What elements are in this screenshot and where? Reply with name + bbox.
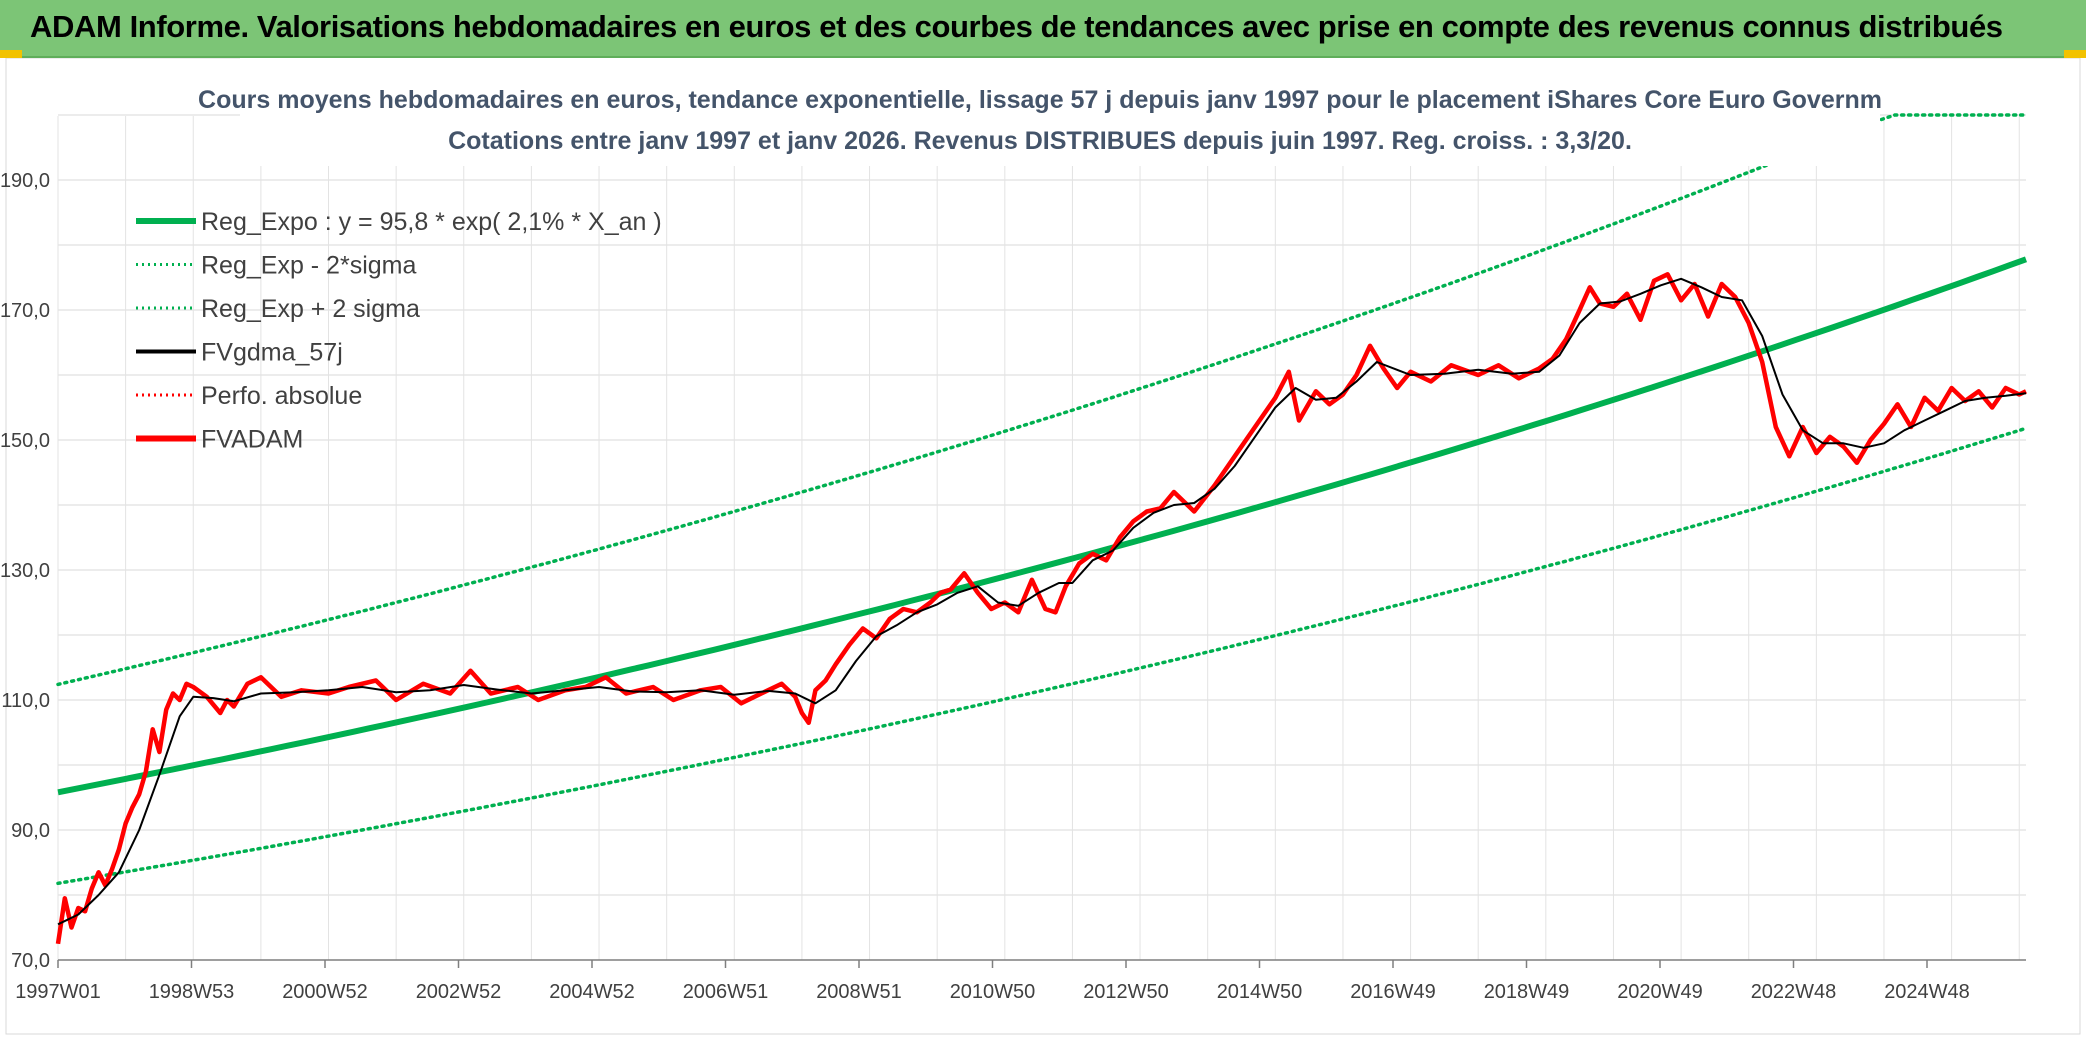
line-chart: 70,0 90,0 110,0 130,0 150,0 170,0 190,0 1997W01… bbox=[0, 58, 2081, 1035]
x-tick-label: 2002W52 bbox=[416, 981, 502, 1003]
legend-label: Reg_Exp + 2 sigma bbox=[201, 295, 420, 323]
title-banner: ADAM Informe. Valorisations hebdomadaire… bbox=[0, 0, 2086, 58]
chart-subtitle: Cotations entre janv 1997 et janv 2026. … bbox=[448, 127, 1632, 155]
legend-label: Perfo. absolue bbox=[201, 382, 362, 410]
series-layer bbox=[55, 113, 2028, 945]
series-regression bbox=[57, 256, 2028, 796]
x-tick-label: 2014W50 bbox=[1217, 981, 1303, 1003]
banner-accent-left bbox=[0, 50, 22, 58]
title-backdrop bbox=[240, 58, 1880, 166]
x-tick-label: 2024W48 bbox=[1884, 981, 1970, 1003]
x-tick-label: 2012W50 bbox=[1083, 981, 1169, 1003]
banner-title: ADAM Informe. Valorisations hebdomadaire… bbox=[30, 9, 2003, 44]
y-tick-label: 170,0 bbox=[0, 300, 50, 322]
x-tick-label: 2016W49 bbox=[1350, 981, 1436, 1003]
x-tick-label: 1997W01 bbox=[15, 981, 101, 1003]
x-tick-label: 2008W51 bbox=[816, 981, 902, 1003]
x-tick-label: 2018W49 bbox=[1484, 981, 1570, 1003]
y-tick-label: 130,0 bbox=[0, 560, 50, 582]
legend-label: FVgdma_57j bbox=[201, 339, 343, 367]
chart-title: Cours moyens hebdomadaires en euros, ten… bbox=[198, 86, 1882, 114]
x-tick-label: 2000W52 bbox=[282, 981, 368, 1003]
legend-label: Reg_Exp - 2*sigma bbox=[201, 252, 416, 280]
y-tick-label: 70,0 bbox=[11, 950, 50, 972]
legend: Reg_Expo : y = 95,8 * exp( 2,1% * X_an )… bbox=[136, 208, 662, 454]
axes: 70,0 90,0 110,0 130,0 150,0 170,0 190,0 1997W01… bbox=[0, 170, 2026, 1003]
chart-area bbox=[5, 58, 2081, 1035]
x-tick-label: 2020W49 bbox=[1617, 981, 1703, 1003]
x-tick-label: 2006W51 bbox=[683, 981, 769, 1003]
banner-accent-right bbox=[2064, 50, 2086, 58]
y-tick-label: 190,0 bbox=[0, 170, 50, 192]
series-fvgdma-57j bbox=[57, 277, 2027, 926]
x-tick-label: 2010W50 bbox=[950, 981, 1036, 1003]
y-tick-label: 110,0 bbox=[1, 690, 50, 712]
legend-label: Reg_Expo : y = 95,8 * exp( 2,1% * X_an ) bbox=[201, 208, 662, 236]
y-tick-label: 90,0 bbox=[11, 820, 50, 842]
series-band-upper bbox=[56, 113, 2028, 687]
x-tick-label: 2004W52 bbox=[549, 981, 635, 1003]
x-tick-label: 1998W53 bbox=[149, 981, 235, 1003]
x-tick-label: 2022W48 bbox=[1751, 981, 1837, 1003]
series-band-lower bbox=[56, 426, 2028, 886]
y-tick-label: 150,0 bbox=[0, 430, 50, 452]
legend-label: FVADAM bbox=[201, 426, 303, 454]
